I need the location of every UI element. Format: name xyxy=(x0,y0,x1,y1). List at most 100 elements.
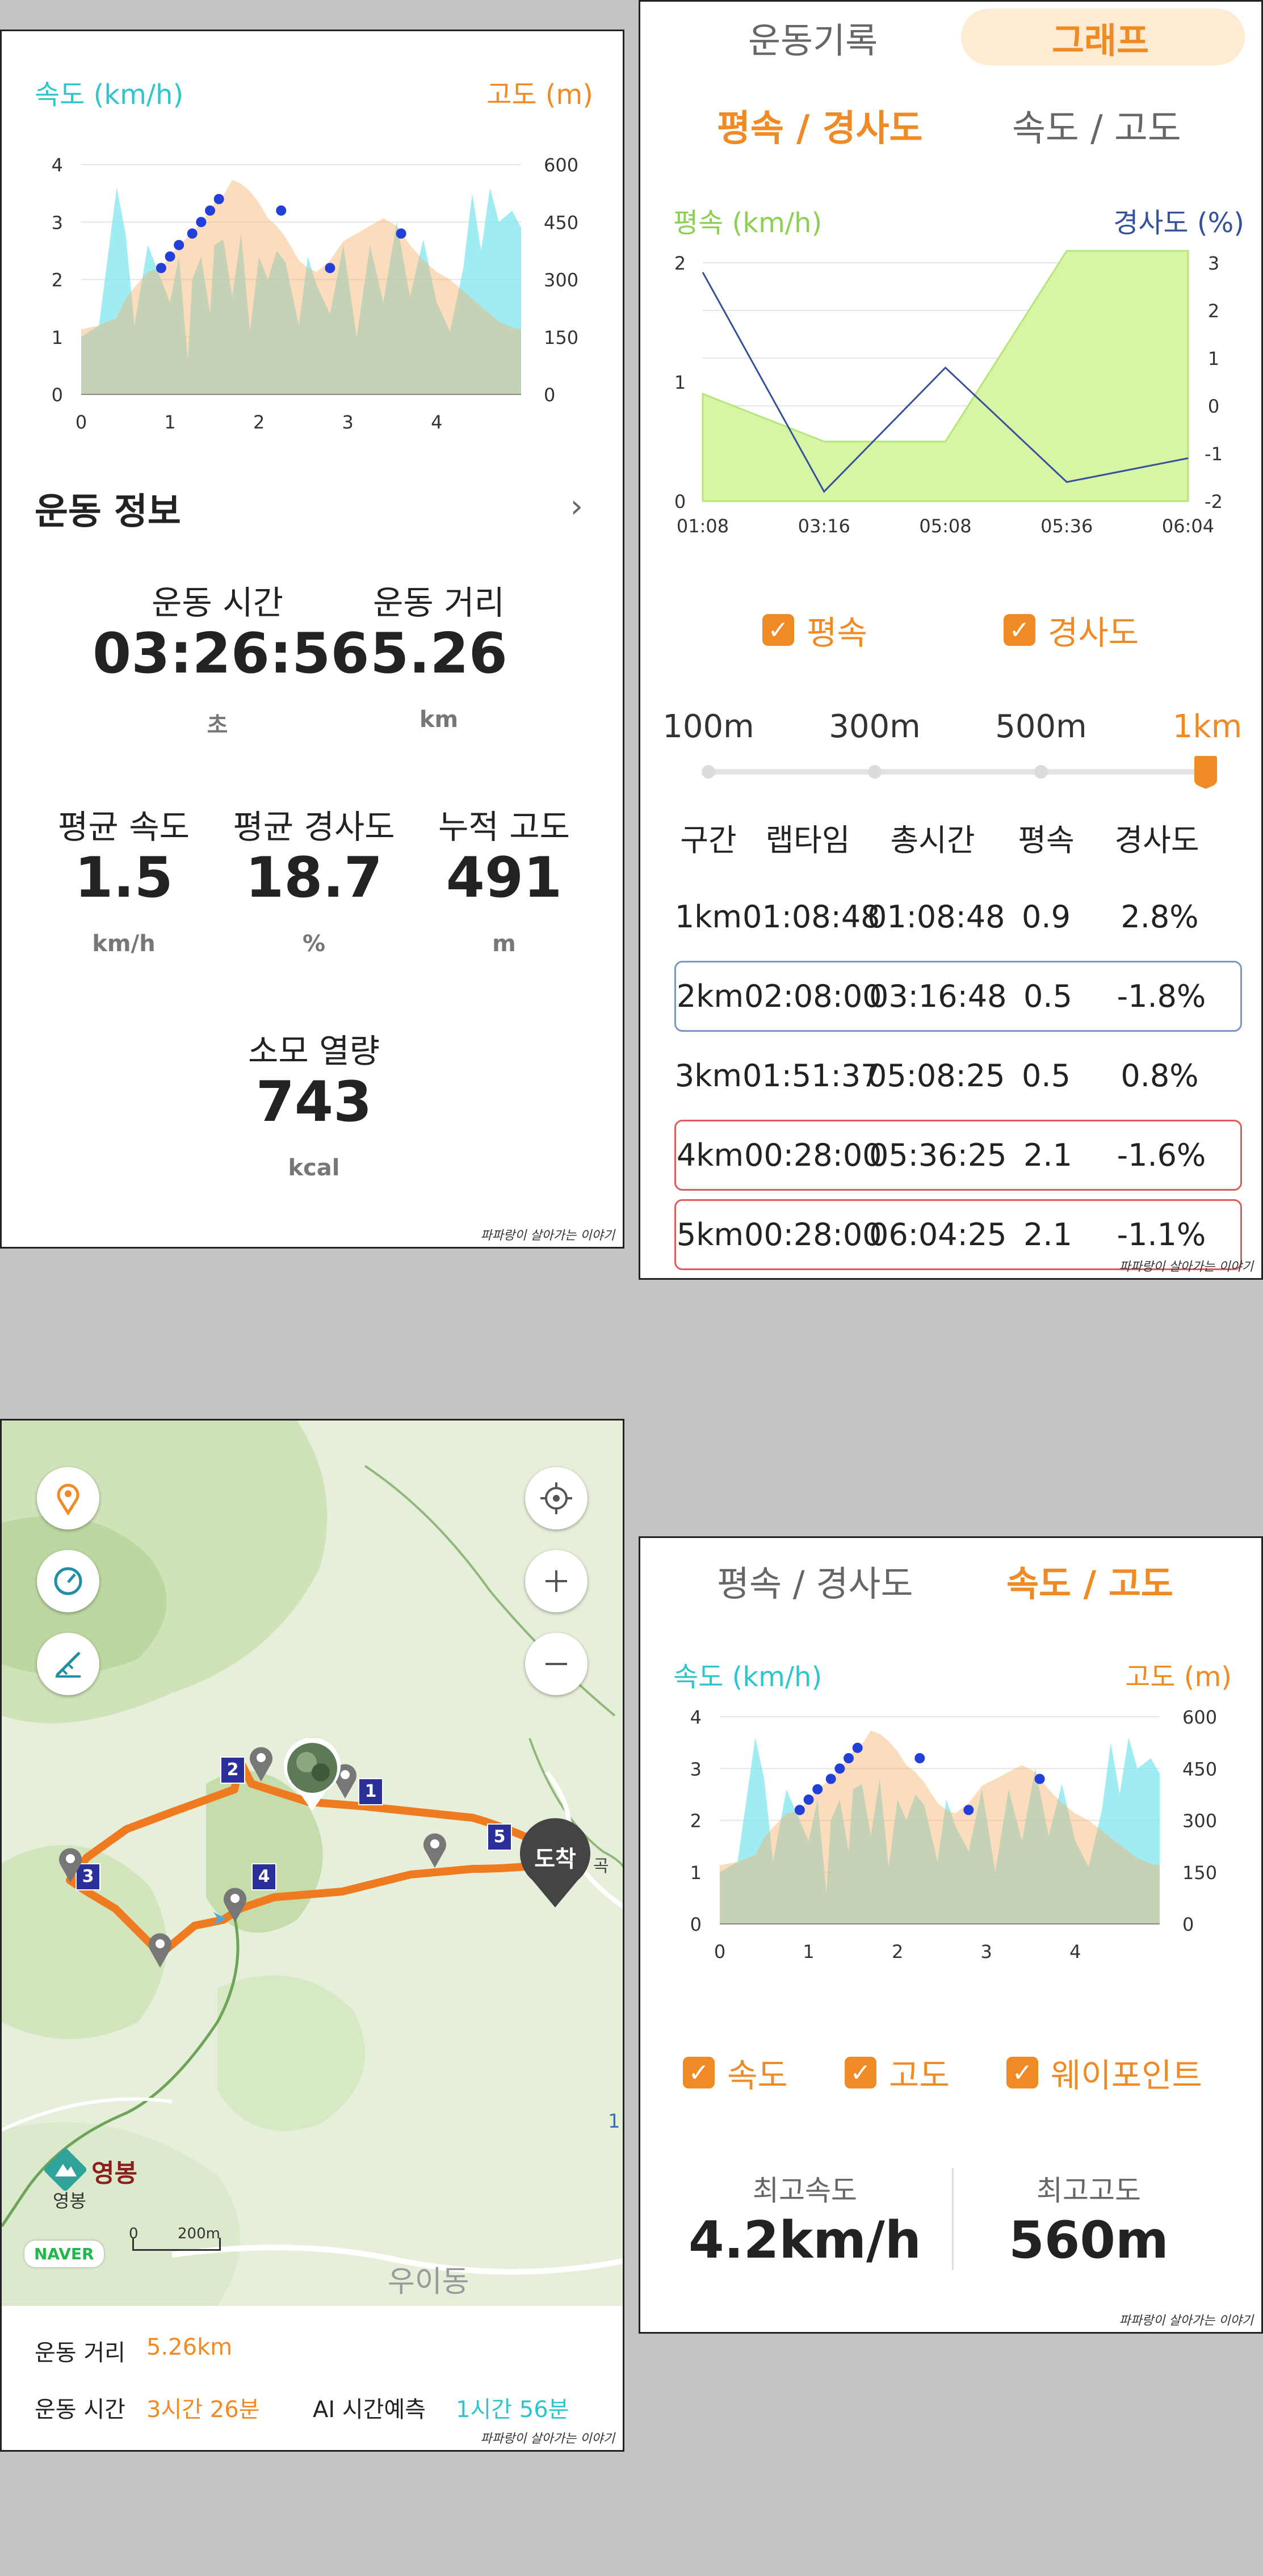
y-right-tick-label: 0 xyxy=(1208,396,1219,417)
cell-lap: 00:28:00 xyxy=(744,1137,882,1173)
y-right-tick-label: 150 xyxy=(1182,1862,1217,1884)
route-marker[interactable]: 5 xyxy=(487,1823,512,1851)
header-total: 총시간 xyxy=(890,822,975,858)
route-marker[interactable]: 4 xyxy=(251,1863,276,1890)
x-tick-label: 05:36 xyxy=(1040,515,1093,537)
signature-watermark: 파파랑이 살아가는 이야기 xyxy=(1119,2314,1253,2328)
cell-lap: 01:08:48 xyxy=(742,899,880,935)
cell-lap: 01:51:37 xyxy=(742,1058,880,1094)
max-speed-value: 4.2km/h xyxy=(688,2211,921,2270)
map-pin-icon[interactable] xyxy=(221,1885,249,1923)
pace-slope-chart: 3 2 1 0 -1 -2 0 1 2 01:08 03:16 05:08 05:36 06:04 xyxy=(674,250,1223,537)
waypoint-dot xyxy=(165,251,175,262)
cumulative-altitude-value: 491 xyxy=(446,846,563,910)
ai-prediction-value: 1시간 56분 xyxy=(456,2397,569,2423)
altitude-area xyxy=(720,1730,1160,1924)
segment-option[interactable]: 1km xyxy=(1172,708,1243,745)
photo-marker-icon[interactable] xyxy=(281,1738,343,1812)
cell-segment: 5km xyxy=(676,1217,744,1253)
tab-exercise-record[interactable]: 운동기록 xyxy=(748,20,878,61)
altitude-area xyxy=(81,180,521,394)
mountain-icon xyxy=(44,2148,87,2191)
subtab-pace-slope[interactable]: 평속 / 경사도 xyxy=(717,1563,913,1604)
pace-area xyxy=(702,250,1189,502)
y-left-tick-label: 2 xyxy=(690,1810,702,1832)
cell-segment: 4km xyxy=(676,1137,744,1173)
table-row[interactable]: 3km 01:51:37 05:08:25 0.5 0.8% xyxy=(674,1040,1242,1111)
segment-option[interactable]: 100m xyxy=(662,708,754,745)
zoom-out-button[interactable] xyxy=(525,1633,588,1695)
slider-step-dot[interactable] xyxy=(868,765,882,779)
waypoint-dot xyxy=(914,1753,925,1763)
y-left-tick-label: 2 xyxy=(52,270,63,291)
cumulative-altitude-label: 누적 고도 xyxy=(438,808,570,846)
checkmark-icon: ✓ xyxy=(1004,614,1035,646)
time-label: 운동 시간 xyxy=(35,2397,125,2423)
avg-slope-unit: % xyxy=(302,931,326,957)
subtab-pace-slope[interactable]: 평속 / 경사도 xyxy=(717,108,923,150)
subtab-speed-altitude[interactable]: 속도 / 고도 xyxy=(1012,108,1181,150)
cell-segment: 1km xyxy=(674,899,742,935)
slope-checkbox[interactable]: ✓ 경사도 xyxy=(1004,606,1139,654)
altitude-checkbox-label: 고도 xyxy=(889,2056,950,2095)
slope-line xyxy=(702,272,1189,493)
table-row[interactable]: 2km 02:08:00 03:16:48 0.5 -1.8% xyxy=(674,961,1242,1032)
waypoint-checkbox[interactable]: ✓ 웨이포인트 xyxy=(1006,2049,1202,2096)
speed-area xyxy=(81,187,521,394)
map-canvas[interactable] xyxy=(2,1421,624,2306)
map-pin-icon[interactable] xyxy=(146,1930,174,1969)
route-marker[interactable]: 1 xyxy=(358,1778,383,1805)
y-right-tick-label: 300 xyxy=(544,270,578,291)
map-pin-icon[interactable] xyxy=(421,1830,449,1869)
arrival-marker-icon[interactable] xyxy=(515,1818,595,1909)
ruler-button[interactable] xyxy=(37,1633,99,1695)
place-subname: 영봉 xyxy=(53,2190,86,2212)
gauge-button[interactable] xyxy=(37,1550,99,1612)
y-left-tick-label: 3 xyxy=(52,212,63,233)
cell-pace: 0.5 xyxy=(1022,1058,1071,1094)
y-right-tick-label: 450 xyxy=(544,212,578,233)
waypoint-dot xyxy=(803,1795,814,1805)
map-pin-icon[interactable] xyxy=(56,1845,85,1884)
x-tick-label: 03:16 xyxy=(798,515,850,537)
waypoint-dot xyxy=(396,228,406,239)
y-right-tick-label: -1 xyxy=(1205,443,1223,465)
segment-slider-track[interactable] xyxy=(708,769,1208,775)
scale-zero: 0 xyxy=(129,2225,139,2242)
cell-lap: 02:08:00 xyxy=(744,978,882,1014)
speed-checkbox[interactable]: ✓ 속도 xyxy=(683,2049,788,2096)
subtab-speed-altitude[interactable]: 속도 / 고도 xyxy=(1006,1563,1173,1604)
table-row[interactable]: 5km 00:28:00 06:04:25 2.1 -1.1% xyxy=(674,1199,1242,1270)
slider-step-dot[interactable] xyxy=(702,765,715,779)
segment-option[interactable]: 500m xyxy=(995,708,1087,745)
checkmark-icon: ✓ xyxy=(845,2057,876,2088)
locate-button[interactable] xyxy=(525,1467,588,1529)
chevron-right-icon[interactable]: › xyxy=(570,488,583,525)
exercise-distance-value: 5.26 xyxy=(370,621,507,686)
cell-total: 05:08:25 xyxy=(867,1058,1005,1094)
pace-checkbox[interactable]: ✓ 평속 xyxy=(762,606,867,654)
location-pin-button[interactable] xyxy=(37,1467,99,1529)
route-marker[interactable]: 3 xyxy=(75,1863,100,1890)
waypoint-dot xyxy=(794,1805,805,1816)
exercise-distance-label: 운동 거리 xyxy=(373,583,505,622)
y-right-tick-label: -2 xyxy=(1205,491,1223,512)
table-row[interactable]: 1km 01:08:48 01:08:48 0.9 2.8% xyxy=(674,881,1242,952)
segment-option[interactable]: 300m xyxy=(829,708,921,745)
map-pin-icon[interactable] xyxy=(247,1744,275,1783)
y-right-tick-label: 150 xyxy=(544,327,578,348)
table-row[interactable]: 4km 00:28:00 05:36:25 2.1 -1.6% xyxy=(674,1120,1242,1191)
waypoint-checkbox-label: 웨이포인트 xyxy=(1051,2056,1202,2095)
zoom-in-button[interactable] xyxy=(525,1550,588,1612)
cumulative-altitude-unit: m xyxy=(492,931,516,957)
route-marker[interactable]: 2 xyxy=(220,1756,245,1784)
y-right-tick-label: 0 xyxy=(1182,1914,1194,1935)
y-right-tick-label: 450 xyxy=(1182,1758,1217,1780)
slider-step-dot[interactable] xyxy=(1034,765,1048,779)
map-scale-bar xyxy=(132,2238,221,2251)
tab-graph[interactable]: 그래프 xyxy=(1052,20,1149,61)
altitude-checkbox[interactable]: ✓ 고도 xyxy=(845,2049,950,2096)
slider-handle-icon[interactable] xyxy=(1192,755,1219,790)
table-header: 구간 랩타임 총시간 평속 경사도 xyxy=(674,802,1242,873)
